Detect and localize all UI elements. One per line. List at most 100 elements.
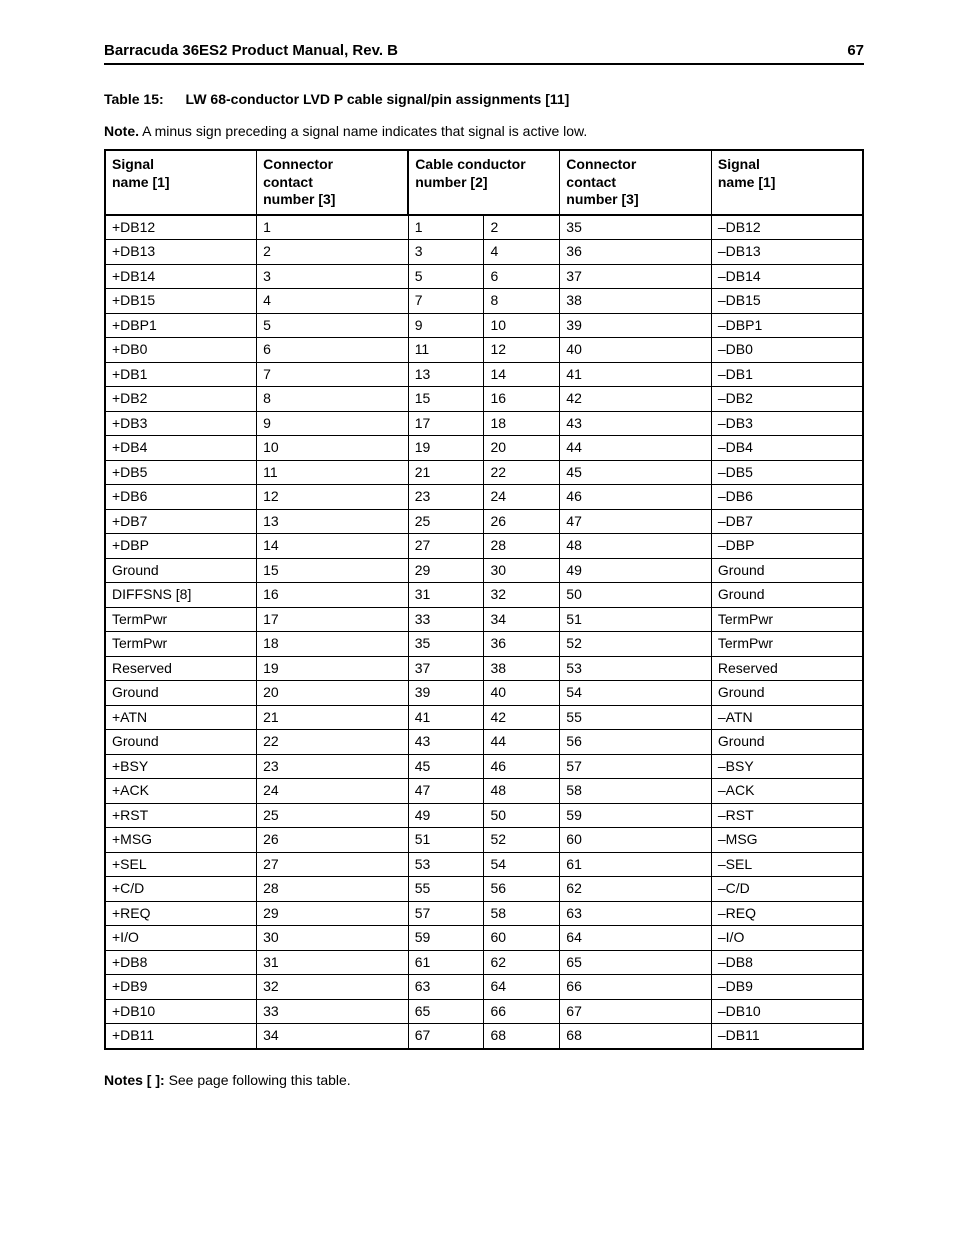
table-cell: 18: [257, 632, 409, 657]
table-cell: 5: [408, 264, 484, 289]
table-cell: 40: [484, 681, 560, 706]
table-cell: 33: [408, 607, 484, 632]
table-row: +DB28151642–DB2: [105, 387, 863, 412]
table-cell: –DBP1: [711, 313, 863, 338]
table-cell: 30: [484, 558, 560, 583]
table-row: +I/O30596064–I/O: [105, 926, 863, 951]
table-cell: 50: [560, 583, 712, 608]
table-cell: 34: [484, 607, 560, 632]
table-row: +DB511212245–DB5: [105, 460, 863, 485]
table-cell: 42: [560, 387, 712, 412]
table-cell: 13: [408, 362, 484, 387]
table-row: +DB1134676868–DB11: [105, 1024, 863, 1049]
table-row: +DB1547838–DB15: [105, 289, 863, 314]
table-cell: 65: [560, 950, 712, 975]
table-cell: 42: [484, 705, 560, 730]
table-cell: +MSG: [105, 828, 257, 853]
table-cell: 2: [257, 240, 409, 265]
table-cell: –ATN: [711, 705, 863, 730]
table-cell: –SEL: [711, 852, 863, 877]
table-cell: 67: [408, 1024, 484, 1049]
table-cell: 54: [484, 852, 560, 877]
table-cell: 26: [257, 828, 409, 853]
table-cell: Ground: [105, 558, 257, 583]
table-cell: –DB10: [711, 999, 863, 1024]
table-cell: 47: [408, 779, 484, 804]
table-cell: 49: [560, 558, 712, 583]
column-header: Signalname [1]: [105, 150, 257, 215]
table-cell: 41: [560, 362, 712, 387]
table-cell: +DB14: [105, 264, 257, 289]
table-cell: +DB12: [105, 215, 257, 240]
table-cell: 57: [560, 754, 712, 779]
table-cell: 4: [257, 289, 409, 314]
table-cell: Ground: [711, 558, 863, 583]
table-cell: +BSY: [105, 754, 257, 779]
table-cell: 13: [257, 509, 409, 534]
table-cell: Ground: [105, 730, 257, 755]
table-cell: 59: [560, 803, 712, 828]
table-cell: +ACK: [105, 779, 257, 804]
page: Barracuda 36ES2 Product Manual, Rev. B 6…: [0, 0, 954, 1235]
table-cell: 44: [560, 436, 712, 461]
table-cell: 15: [257, 558, 409, 583]
table-row: +DB1435637–DB14: [105, 264, 863, 289]
caption-title: LW 68-conductor LVD P cable signal/pin a…: [186, 91, 570, 107]
table-row: TermPwr18353652TermPwr: [105, 632, 863, 657]
table-cell: +DB15: [105, 289, 257, 314]
table-cell: –DB14: [711, 264, 863, 289]
table-cell: 63: [560, 901, 712, 926]
table-cell: 7: [257, 362, 409, 387]
page-number: 67: [847, 42, 864, 59]
table-cell: Ground: [105, 681, 257, 706]
column-header: Connectorcontactnumber [3]: [560, 150, 712, 215]
table-cell: 36: [484, 632, 560, 657]
table-cell: –REQ: [711, 901, 863, 926]
table-row: +ACK24474858–ACK: [105, 779, 863, 804]
table-cell: TermPwr: [105, 632, 257, 657]
table-row: +DB39171843–DB3: [105, 411, 863, 436]
table-cell: 68: [484, 1024, 560, 1049]
table-cell: +DB8: [105, 950, 257, 975]
table-cell: 29: [257, 901, 409, 926]
table-cell: Reserved: [105, 656, 257, 681]
table-cell: 50: [484, 803, 560, 828]
table-cell: 32: [257, 975, 409, 1000]
table-cell: 65: [408, 999, 484, 1024]
table-row: Ground20394054Ground: [105, 681, 863, 706]
table-cell: 57: [408, 901, 484, 926]
page-header: Barracuda 36ES2 Product Manual, Rev. B 6…: [104, 42, 864, 65]
table-cell: 16: [257, 583, 409, 608]
table-cell: 43: [560, 411, 712, 436]
table-cell: 41: [408, 705, 484, 730]
table-cell: 9: [257, 411, 409, 436]
table-cell: +SEL: [105, 852, 257, 877]
table-body: +DB1211235–DB12+DB1323436–DB13+DB1435637…: [105, 215, 863, 1049]
table-cell: +DBP1: [105, 313, 257, 338]
table-cell: –DB9: [711, 975, 863, 1000]
table-cell: 27: [257, 852, 409, 877]
table-cell: –DB11: [711, 1024, 863, 1049]
table-cell: 36: [560, 240, 712, 265]
table-cell: 55: [560, 705, 712, 730]
table-cell: +DB9: [105, 975, 257, 1000]
table-cell: 31: [408, 583, 484, 608]
table-cell: 59: [408, 926, 484, 951]
table-cell: 54: [560, 681, 712, 706]
table-row: Ground22434456Ground: [105, 730, 863, 755]
caption-label: Table 15:: [104, 91, 164, 107]
table-cell: 56: [484, 877, 560, 902]
table-row: +DB06111240–DB0: [105, 338, 863, 363]
table-cell: –DB8: [711, 950, 863, 975]
table-cell: Ground: [711, 681, 863, 706]
table-cell: +DB6: [105, 485, 257, 510]
table-cell: +ATN: [105, 705, 257, 730]
table-cell: 39: [408, 681, 484, 706]
table-cell: TermPwr: [711, 632, 863, 657]
table-cell: 9: [408, 313, 484, 338]
table-cell: 7: [408, 289, 484, 314]
table-cell: 38: [560, 289, 712, 314]
table-cell: +DB0: [105, 338, 257, 363]
table-cell: –MSG: [711, 828, 863, 853]
table-cell: –DB12: [711, 215, 863, 240]
